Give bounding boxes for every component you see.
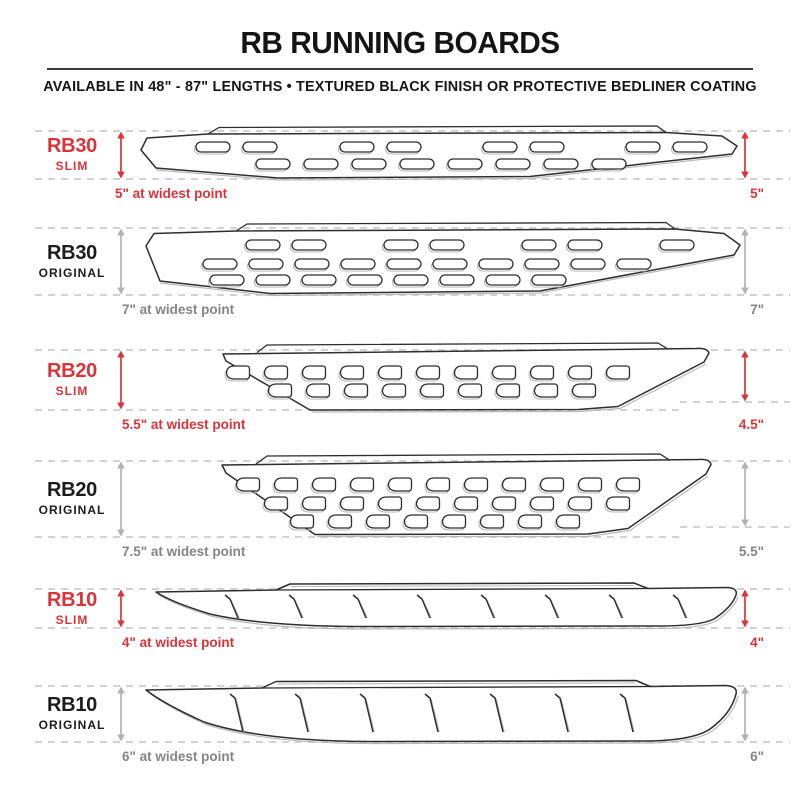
board-model-label: RB30	[47, 241, 97, 264]
board-model-label: RB30	[47, 135, 97, 157]
width-arrow-left	[115, 461, 127, 542]
end-width-label: 7"	[750, 302, 764, 317]
width-arrow-left	[115, 350, 127, 415]
top-extent-dashline	[35, 227, 790, 229]
board-variant-label: ORIGINAL	[38, 718, 106, 732]
rb10-original-profile-drawing	[145, 679, 739, 745]
width-arrow-left	[115, 228, 127, 300]
end-width-label: 4.5"	[738, 417, 764, 432]
rb30-slim-profile-drawing	[140, 125, 738, 181]
board-label: RB10 SLIM	[26, 588, 118, 627]
top-extent-dashline	[35, 349, 790, 351]
rb30-original-profile-drawing	[145, 221, 741, 297]
board-variant-label: ORIGINAL	[38, 265, 106, 280]
end-width-label: 6"	[750, 749, 764, 764]
board-row-rb30-slim: RB30 SLIM 5" at widest point 5"	[0, 125, 800, 201]
width-note: 5" at widest point	[115, 186, 228, 201]
width-note: 4" at widest point	[122, 635, 235, 650]
rb20-slim-profile-drawing	[222, 342, 710, 413]
header: RB RUNNING BOARDS AVAILABLE IN 48" - 87"…	[0, 0, 800, 95]
end-width-label: 4"	[750, 635, 764, 650]
width-arrow-right	[739, 131, 751, 184]
page-title: RB RUNNING BOARDS	[240, 25, 560, 60]
width-note: 7.5" at widest point	[122, 544, 246, 559]
top-extent-dashline	[35, 460, 790, 462]
top-extent-dashline	[35, 130, 790, 132]
board-variant-label: SLIM	[55, 612, 89, 627]
width-note: 5.5" at widest point	[122, 417, 246, 432]
board-model-label: RB20	[47, 360, 97, 382]
board-label: RB20 ORIGINAL	[26, 479, 118, 518]
board-row-rb20-slim: RB20 SLIM 5.5" at widest point 4.5"	[0, 342, 800, 432]
width-arrow-left	[115, 131, 127, 184]
bottom-extent-dashline	[35, 294, 790, 296]
board-row-rb20-original: RB20 ORIGINAL 7.5" at widest point 5.5"	[0, 453, 800, 559]
board-label: RB30 SLIM	[26, 135, 118, 174]
board-row-rb10-slim: RB10 SLIM 4" at widest point 4"	[0, 582, 800, 650]
board-variant-label: SLIM	[55, 384, 89, 398]
width-arrow-left	[115, 686, 127, 747]
width-arrow-right	[739, 228, 751, 300]
width-arrow-right	[739, 686, 751, 747]
bottom-extent-dashline	[35, 627, 790, 629]
board-model-label: RB10	[47, 588, 97, 611]
board-label: RB10 ORIGINAL	[26, 694, 118, 733]
width-arrow-right	[739, 461, 751, 532]
board-row-rb10-original: RB10 ORIGINAL 6" at widest point 6"	[0, 679, 800, 764]
board-variant-label: SLIM	[55, 159, 89, 173]
right-end-extent-dashline	[680, 526, 790, 528]
width-arrow-right	[739, 589, 751, 633]
rb20-original-profile-drawing	[221, 453, 712, 538]
board-row-rb30-original: RB30 ORIGINAL 7" at widest point 7"	[0, 221, 800, 317]
board-variant-label: ORIGINAL	[38, 503, 106, 517]
width-note: 7" at widest point	[122, 302, 235, 317]
width-arrow-left	[115, 589, 127, 633]
board-model-label: RB20	[47, 479, 97, 501]
width-arrow-right	[739, 350, 751, 407]
board-model-label: RB10	[47, 694, 97, 716]
right-end-extent-dashline	[680, 401, 790, 403]
end-width-label: 5.5"	[738, 544, 764, 559]
rb10-slim-profile-drawing	[155, 582, 739, 630]
board-label: RB20 SLIM	[26, 360, 118, 399]
end-width-label: 5"	[750, 186, 764, 201]
header-subtitle: AVAILABLE IN 48" - 87" LENGTHS • TEXTURE…	[43, 79, 757, 95]
title-underline	[47, 68, 753, 70]
board-label: RB30 ORIGINAL	[26, 241, 118, 280]
width-note: 6" at widest point	[122, 749, 235, 764]
